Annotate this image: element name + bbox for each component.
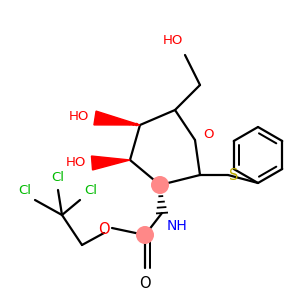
Text: S: S [229, 169, 238, 184]
Text: Cl: Cl [52, 171, 64, 184]
Text: O: O [139, 276, 151, 291]
Circle shape [136, 226, 154, 244]
Text: Cl: Cl [84, 184, 97, 197]
Text: NH: NH [167, 219, 188, 233]
Circle shape [151, 176, 169, 194]
Text: HO: HO [69, 110, 89, 124]
Text: HO: HO [163, 34, 183, 47]
Text: O: O [98, 221, 110, 236]
Text: HO: HO [66, 155, 86, 169]
Text: O: O [203, 128, 214, 142]
Polygon shape [94, 111, 140, 125]
Polygon shape [92, 156, 130, 170]
Text: Cl: Cl [18, 184, 31, 197]
